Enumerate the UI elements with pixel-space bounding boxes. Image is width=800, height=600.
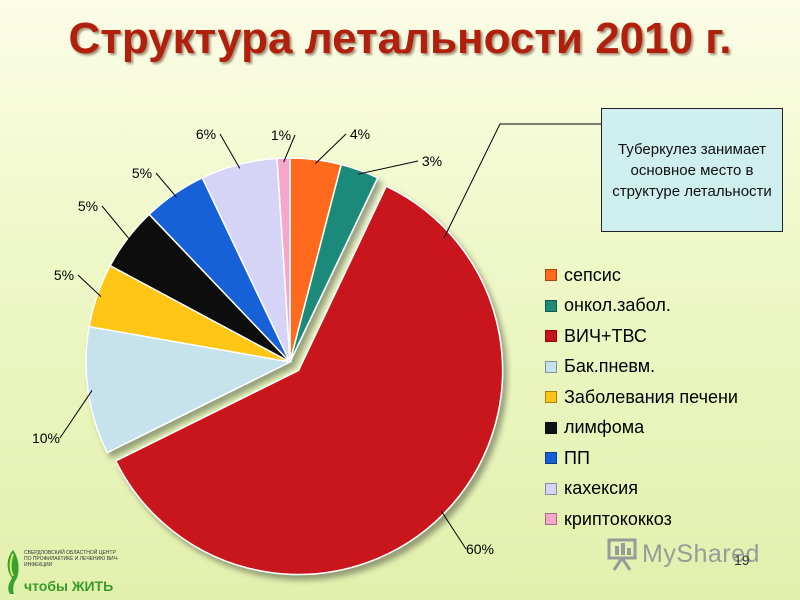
- legend-label: онкол.забол.: [564, 295, 671, 316]
- data-label: 5%: [54, 267, 74, 283]
- legend-item: кахексия: [545, 474, 795, 505]
- legend-item: ПП: [545, 443, 795, 474]
- leader-line: [358, 160, 419, 175]
- legend-label: сепсис: [564, 264, 621, 285]
- legend-swatch: [545, 421, 557, 434]
- legend-item: ВИЧ+ТВС: [545, 321, 795, 352]
- chart-legend: сепсис онкол.забол. ВИЧ+ТВС Бак.пневм. Забол…: [545, 260, 795, 535]
- legend-label: ПП: [564, 447, 590, 468]
- pie-slice: [289, 163, 379, 363]
- legend-label: Бак.пневм.: [564, 356, 656, 377]
- logo-caption: СВЕРДЛОВСКИЙ ОБЛАСТНОЙ ЦЕНТР ПО ПРОФИЛАК…: [24, 550, 119, 568]
- watermark: MyShared: [606, 536, 760, 572]
- data-label: 6%: [196, 126, 216, 142]
- leader-line: [59, 390, 93, 439]
- data-label: 10%: [32, 430, 60, 446]
- callout-pointer: [443, 123, 601, 239]
- leader-line: [219, 133, 241, 169]
- pie-slice: [276, 157, 291, 363]
- presentation-board-icon: [607, 538, 637, 571]
- legend-item: криптококкоз: [545, 504, 795, 535]
- page-number: 19: [734, 552, 750, 568]
- leader-line: [314, 133, 347, 164]
- legend-label: ВИЧ+ТВС: [564, 325, 647, 346]
- page-title: Структура летальности 2010 г.: [68, 14, 732, 63]
- legend-label: кахексия: [564, 478, 638, 499]
- legend-swatch: [545, 391, 557, 404]
- legend-item: Бак.пневм.: [545, 352, 795, 383]
- legend-label: лимфома: [564, 417, 645, 438]
- pie-slice: [114, 185, 504, 576]
- legend-swatch: [545, 299, 557, 312]
- legend-swatch: [545, 269, 557, 282]
- logo-slogan: чтобы ЖИТЬ: [24, 578, 114, 594]
- organization-logo: СВЕРДЛОВСКИЙ ОБЛАСТНОЙ ЦЕНТР ПО ПРОФИЛАК…: [4, 546, 124, 598]
- watermark-text: MyShared: [642, 539, 760, 568]
- legend-swatch: [545, 360, 557, 373]
- leader-line: [101, 205, 132, 242]
- legend-item: сепсис: [545, 260, 795, 291]
- legend-item: онкол.забол.: [545, 291, 795, 322]
- leader-line: [440, 510, 467, 550]
- leader-line: [77, 274, 102, 297]
- legend-item: лимфома: [545, 413, 795, 444]
- pie-slice: [85, 325, 293, 454]
- data-label: 5%: [78, 198, 98, 214]
- data-label: 4%: [350, 126, 370, 142]
- legend-item: Заболевания печени: [545, 382, 795, 413]
- legend-swatch: [545, 330, 557, 343]
- legend-label: криптококкоз: [564, 508, 672, 529]
- legend-swatch: [545, 482, 557, 495]
- data-label: 60%: [466, 541, 494, 557]
- data-label: 5%: [132, 165, 152, 181]
- legend-swatch: [545, 513, 557, 526]
- leader-line: [155, 172, 177, 198]
- legend-swatch: [545, 452, 557, 465]
- data-label: 1%: [271, 127, 291, 143]
- legend-label: Заболевания печени: [564, 386, 738, 407]
- ribbon-logo-icon: [7, 550, 19, 594]
- data-label: 3%: [422, 153, 442, 169]
- leader-line: [283, 134, 296, 163]
- callout-box: Туберкулез занимает основное место в стр…: [601, 108, 783, 232]
- callout-text: Туберкулез занимает основное место в стр…: [612, 140, 772, 200]
